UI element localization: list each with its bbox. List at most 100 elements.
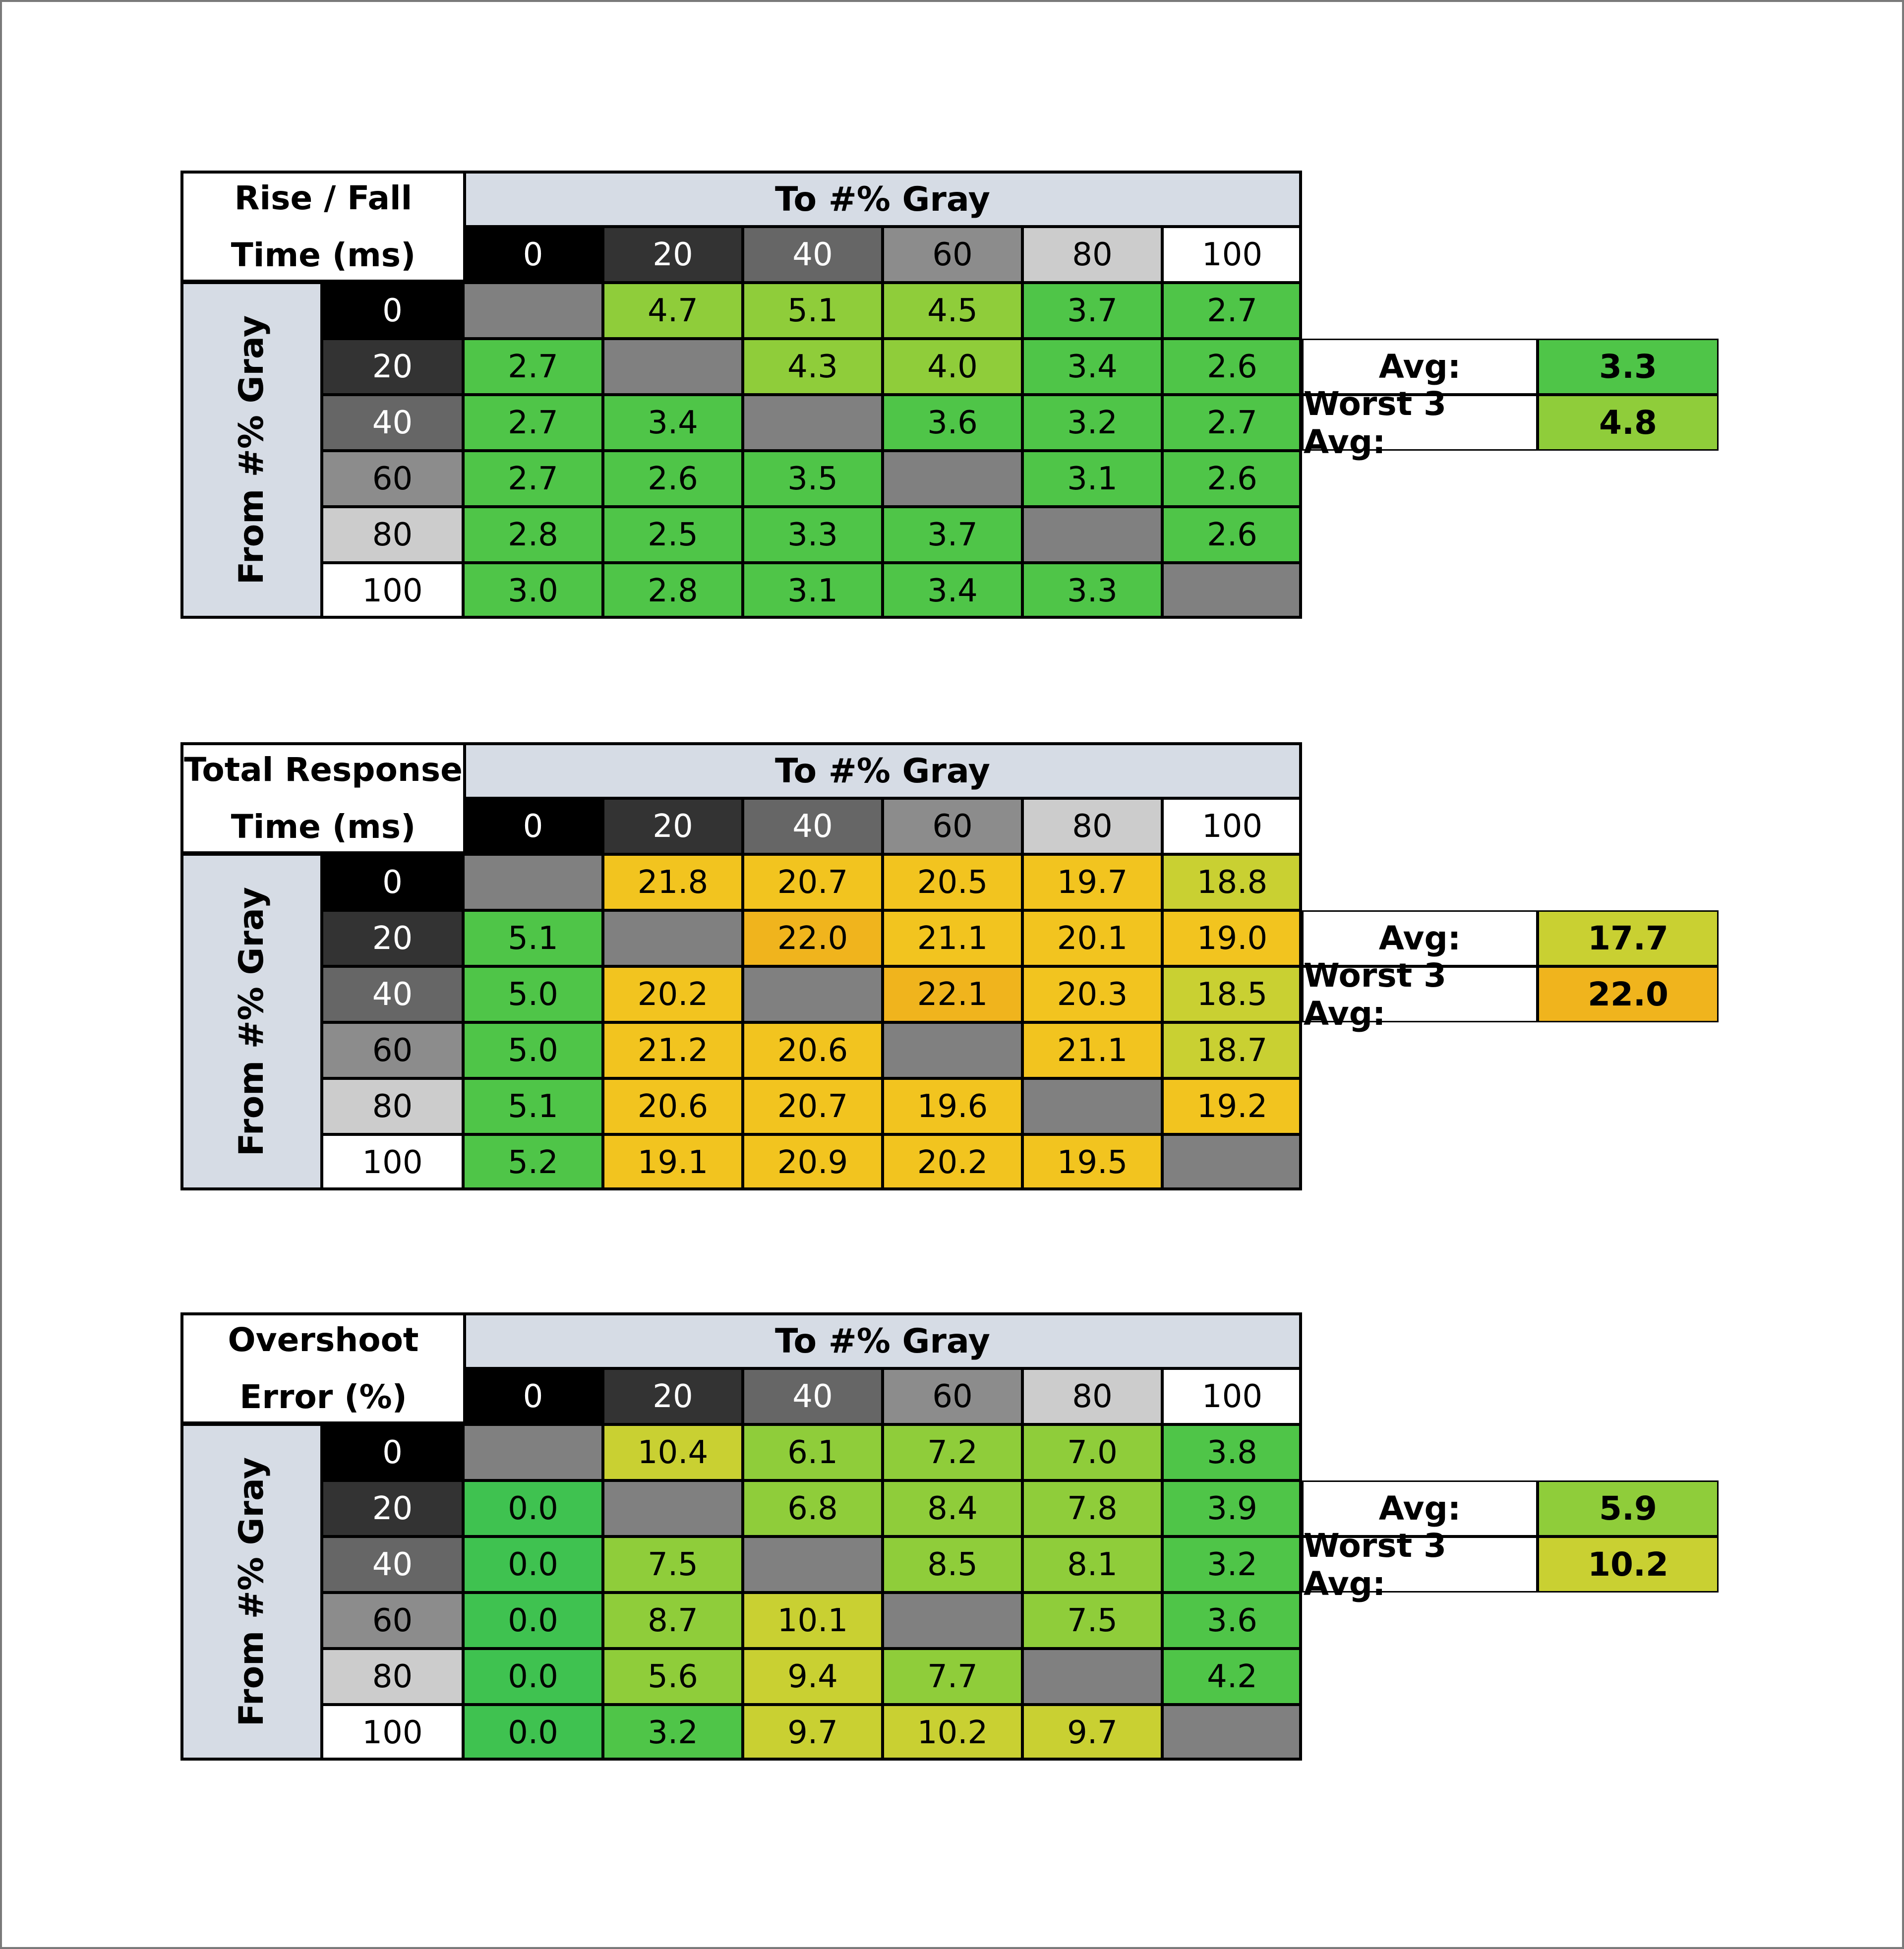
data-cell: 3.6 (1162, 1593, 1302, 1649)
row-level-header: 20 (322, 339, 463, 395)
data-cell: 18.8 (1162, 854, 1302, 910)
row-header-text: From #% Gray (232, 1457, 272, 1727)
diagonal-cell (1022, 1078, 1162, 1134)
worst-3-avg-value: 22.0 (1538, 966, 1719, 1022)
data-cell: 20.6 (743, 1022, 883, 1078)
diagonal-cell (463, 283, 603, 339)
data-cell: 19.1 (603, 1134, 743, 1190)
data-cell: 19.2 (1162, 1078, 1302, 1134)
data-cell: 21.2 (603, 1022, 743, 1078)
data-cell: 0.0 (463, 1480, 603, 1536)
table-title-line: Time (ms) (231, 808, 416, 846)
data-cell: 4.2 (1162, 1649, 1302, 1705)
data-cell: 10.4 (603, 1424, 743, 1480)
data-cell: 7.5 (603, 1536, 743, 1593)
data-cell: 22.1 (883, 966, 1022, 1022)
avg-value: 17.7 (1538, 910, 1719, 966)
diagonal-cell (463, 1424, 603, 1480)
row-level-header: 40 (322, 966, 463, 1022)
row-level-header: 60 (322, 1022, 463, 1078)
diagonal-cell (603, 910, 743, 966)
data-cell: 4.5 (883, 283, 1022, 339)
data-cell: 8.7 (603, 1593, 743, 1649)
row-level-header: 0 (322, 283, 463, 339)
data-cell: 10.1 (743, 1593, 883, 1649)
data-cell: 3.3 (743, 507, 883, 563)
col-level-header: 80 (1022, 798, 1162, 854)
table-title: Rise / Fall Time (ms) (180, 171, 463, 283)
row-level-header: 20 (322, 910, 463, 966)
data-cell: 3.2 (1022, 395, 1162, 451)
worst-3-avg-label: Worst 3 Avg: (1302, 1527, 1538, 1603)
data-cell: 3.1 (743, 563, 883, 619)
diagonal-cell (743, 966, 883, 1022)
diagonal-cell (603, 1480, 743, 1536)
data-cell: 7.8 (1022, 1480, 1162, 1536)
data-cell: 4.0 (883, 339, 1022, 395)
col-level-header: 60 (883, 227, 1022, 283)
row-header-label: From #% Gray (180, 854, 322, 1190)
data-cell: 0.0 (463, 1649, 603, 1705)
data-cell: 3.4 (883, 563, 1022, 619)
row-level-header: 80 (322, 1078, 463, 1134)
data-cell: 2.6 (1162, 339, 1302, 395)
table-title-line: Total Response (184, 751, 463, 789)
col-level-header: 80 (1022, 227, 1162, 283)
data-cell: 3.3 (1022, 563, 1162, 619)
row-header-text: From #% Gray (232, 886, 272, 1157)
data-cell: 3.0 (463, 563, 603, 619)
data-cell: 3.7 (883, 507, 1022, 563)
avg-value: 5.9 (1538, 1480, 1719, 1536)
data-cell: 20.2 (883, 1134, 1022, 1190)
data-cell: 20.1 (1022, 910, 1162, 966)
data-cell: 9.7 (1022, 1705, 1162, 1761)
col-level-header: 40 (743, 798, 883, 854)
row-level-header: 40 (322, 1536, 463, 1593)
row-header-text: From #% Gray (232, 315, 272, 585)
data-cell: 9.7 (743, 1705, 883, 1761)
col-level-header: 0 (463, 1368, 603, 1424)
row-header-label: From #% Gray (180, 283, 322, 619)
data-cell: 2.6 (603, 451, 743, 507)
diagonal-cell (1162, 563, 1302, 619)
col-level-header: 60 (883, 798, 1022, 854)
data-cell: 19.6 (883, 1078, 1022, 1134)
data-cell: 3.4 (1022, 339, 1162, 395)
col-level-header: 20 (603, 1368, 743, 1424)
data-cell: 19.0 (1162, 910, 1302, 966)
data-cell: 22.0 (743, 910, 883, 966)
col-header-label: To #% Gray (463, 1312, 1302, 1368)
data-cell: 5.1 (463, 1078, 603, 1134)
data-cell: 5.0 (463, 966, 603, 1022)
data-cell: 3.8 (1162, 1424, 1302, 1480)
diagonal-cell (603, 339, 743, 395)
col-level-header: 100 (1162, 798, 1302, 854)
data-cell: 2.7 (463, 395, 603, 451)
avg-label: Avg: (1302, 910, 1538, 966)
avg-label: Avg: (1302, 339, 1538, 395)
data-cell: 2.7 (1162, 283, 1302, 339)
avg-label: Avg: (1302, 1480, 1538, 1536)
data-cell: 3.2 (1162, 1536, 1302, 1593)
data-cell: 2.8 (463, 507, 603, 563)
col-level-header: 80 (1022, 1368, 1162, 1424)
data-cell: 2.7 (463, 451, 603, 507)
col-level-header: 100 (1162, 227, 1302, 283)
col-level-header: 20 (603, 227, 743, 283)
row-level-header: 40 (322, 395, 463, 451)
data-cell: 20.6 (603, 1078, 743, 1134)
data-cell: 2.7 (1162, 395, 1302, 451)
table-title: Overshoot Error (%) (180, 1312, 463, 1424)
data-cell: 20.7 (743, 1078, 883, 1134)
data-cell: 5.1 (463, 910, 603, 966)
data-cell: 2.6 (1162, 507, 1302, 563)
table-title: Total Response Time (ms) (180, 742, 463, 854)
diagonal-cell (1022, 1649, 1162, 1705)
data-cell: 20.7 (743, 854, 883, 910)
data-cell: 3.1 (1022, 451, 1162, 507)
table-title-line: Time (ms) (231, 236, 416, 274)
row-level-header: 80 (322, 507, 463, 563)
col-header-label: To #% Gray (463, 742, 1302, 798)
data-cell: 0.0 (463, 1593, 603, 1649)
